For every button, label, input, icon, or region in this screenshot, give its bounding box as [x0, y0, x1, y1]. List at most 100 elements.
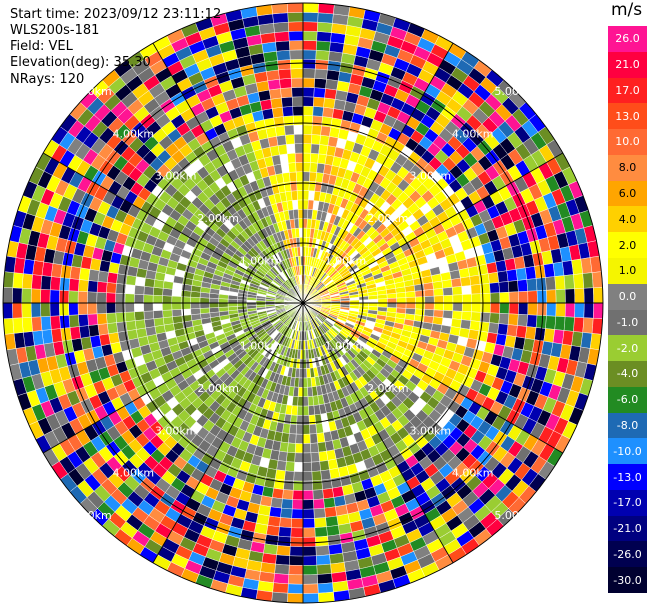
velocity-gate [68, 290, 79, 304]
velocity-gate [297, 199, 304, 210]
velocity-gate [279, 78, 292, 89]
velocity-gate [302, 124, 313, 135]
velocity-gate [237, 302, 248, 307]
velocity-gate [458, 327, 470, 339]
colorbar-tick-label: 8.0 [618, 161, 637, 175]
colorbar: 26.0 21.0 17.0 13.0 10.0 8.0 6.0 4.0 2.0 1.0 0.0 -1… [608, 26, 647, 594]
velocity-gate [326, 525, 340, 537]
velocity-gate [306, 368, 312, 379]
velocity-gate [171, 302, 182, 311]
velocity-gate [3, 271, 15, 289]
velocity-gate [302, 190, 310, 201]
velocity-gate [323, 97, 336, 109]
velocity-gate [433, 295, 444, 304]
velocity-gate [316, 40, 331, 52]
velocity-gate [545, 276, 556, 291]
velocity-gate [310, 442, 319, 454]
velocity-gate [282, 172, 291, 183]
velocity-gate [302, 536, 316, 547]
velocity-gate [2, 287, 13, 304]
colorbar-tick-label: -2.0 [616, 341, 639, 355]
velocity-gate [162, 302, 173, 311]
range-ring-label: 1.00km [240, 339, 282, 352]
velocity-gate [162, 316, 174, 326]
velocity-gate [50, 315, 61, 330]
velocity-gate [31, 274, 43, 290]
velocity-gate [309, 433, 318, 444]
velocity-gate [313, 96, 325, 108]
velocity-gate [287, 442, 296, 454]
velocity-gate [88, 324, 100, 337]
velocity-gate [290, 59, 304, 70]
velocity-gate [199, 302, 210, 309]
velocity-gate [526, 278, 538, 292]
velocity-gate [326, 449, 337, 461]
velocity-gate [317, 21, 333, 33]
velocity-gate [451, 310, 463, 320]
velocity-gate [136, 327, 148, 339]
velocity-gate [467, 265, 480, 277]
velocity-gate [97, 323, 109, 336]
nrays-text: NRays: 120 [10, 72, 85, 87]
velocity-gate [536, 290, 547, 304]
velocity-gate [443, 294, 454, 304]
colorbar-tick-label: 26.0 [615, 32, 640, 46]
velocity-gate [302, 199, 309, 210]
colorbar-tick-label: -1.0 [616, 315, 639, 329]
velocity-gate [287, 583, 304, 594]
velocity-gate [294, 143, 304, 154]
velocity-gate [396, 302, 407, 309]
velocity-gate [134, 285, 145, 295]
velocity-gate [295, 433, 304, 444]
velocity-gate [302, 152, 312, 163]
velocity-gate [266, 525, 280, 537]
range-ring-label: 3.00km [409, 424, 451, 437]
velocity-gate [287, 12, 304, 23]
velocity-gate [316, 31, 332, 43]
velocity-gate [293, 218, 300, 229]
range-ring-label: 3.00km [409, 170, 451, 183]
velocity-gate [583, 287, 594, 304]
velocity-gate [282, 489, 294, 500]
velocity-gate [573, 317, 585, 333]
velocity-gate [405, 296, 416, 304]
velocity-gate [277, 59, 291, 71]
velocity-gate [299, 237, 304, 248]
velocity-gate [452, 294, 463, 304]
velocity-gate [507, 280, 519, 293]
colorbar-tick-label: 17.0 [615, 83, 640, 97]
velocity-gate [68, 302, 79, 316]
velocity-gate [287, 593, 304, 604]
colorbar-tick-label: -4.0 [616, 367, 639, 381]
velocity-gate [317, 582, 334, 594]
velocity-gate [302, 527, 316, 538]
velocity-gate [162, 280, 174, 290]
velocity-gate [314, 526, 328, 538]
velocity-gate [470, 311, 482, 322]
velocity-gate [469, 274, 481, 286]
velocity-gate [517, 279, 528, 292]
velocity-gate [271, 487, 284, 500]
velocity-gate [452, 302, 463, 312]
velocity-gate [87, 302, 98, 315]
velocity-gate [59, 315, 71, 329]
velocity-gate [59, 277, 71, 291]
velocity-gate [292, 490, 304, 501]
velocity-gate [269, 145, 280, 157]
velocity-gate [302, 546, 317, 557]
velocity-gate [271, 591, 289, 603]
velocity-gate [21, 273, 33, 289]
velocity-gate [284, 124, 295, 136]
velocity-gate [302, 358, 307, 369]
velocity-gate [582, 317, 594, 334]
colorbar-tick-label: -21.0 [613, 522, 642, 536]
velocity-gate [96, 281, 108, 293]
colorbar-tick-label: 1.0 [618, 264, 637, 278]
velocity-gate [21, 317, 33, 333]
velocity-gate [387, 297, 397, 304]
range-ring-label: 5.00km [70, 509, 112, 522]
velocity-gate [275, 40, 290, 52]
velocity-gate [288, 21, 304, 32]
velocity-gate [313, 507, 326, 519]
velocity-gate [68, 278, 80, 292]
